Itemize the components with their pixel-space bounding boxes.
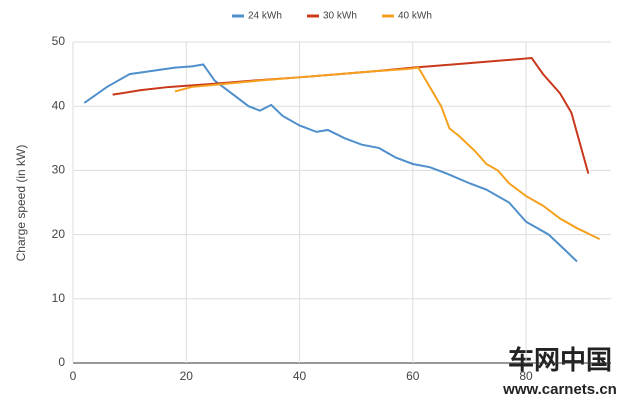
x-tick-label: 60 (406, 369, 420, 383)
y-tick-label: 10 (52, 291, 66, 305)
watermark-title: 车网中国 (508, 345, 612, 375)
line (112, 57, 590, 174)
legend-label: 30 kWh (323, 11, 357, 22)
y-tick-label: 40 (52, 98, 66, 112)
y-tick-label: 20 (52, 227, 66, 241)
y-axis-label: Charge speed (in kW) (14, 145, 28, 262)
y-tick-label: 0 (58, 355, 65, 369)
y-tick-label: 50 (52, 34, 66, 48)
x-tick-label: 20 (180, 369, 194, 383)
watermark-url: www.carnets.cn (502, 381, 617, 398)
x-tick-label: 80 (519, 369, 533, 383)
legend-label: 24 kWh (248, 11, 282, 22)
x-tick-label: 0 (70, 369, 77, 383)
y-tick-label: 30 (52, 163, 66, 177)
line (174, 66, 601, 240)
legend-label: 40 kWh (398, 11, 432, 22)
line (83, 63, 578, 263)
x-tick-label: 40 (293, 369, 307, 383)
